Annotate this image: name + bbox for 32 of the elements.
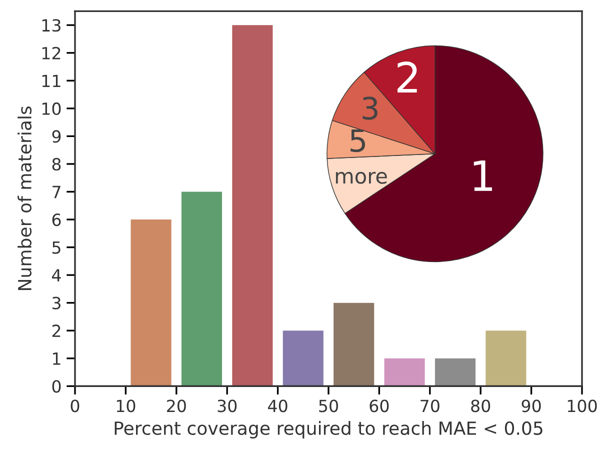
x-tick-label: 0 xyxy=(70,400,80,412)
y-tick-label: 10 xyxy=(42,102,61,115)
y-tick-label: 8 xyxy=(52,158,61,171)
y-tick-label: 7 xyxy=(52,186,60,198)
x-tick-label: 60 xyxy=(370,400,389,412)
y-tick-label: 13 xyxy=(42,19,60,32)
y-tick-label: 1 xyxy=(53,352,60,365)
y-tick-label: 0 xyxy=(52,380,61,393)
y-tick-label: 11 xyxy=(42,74,60,87)
y-axis-title: Number of materials xyxy=(18,106,32,290)
slice-label: 1 xyxy=(474,160,492,191)
x-tick-label: 50 xyxy=(319,400,338,412)
y-tick-label: 9 xyxy=(52,130,61,143)
x-tick-label: 80 xyxy=(471,400,490,412)
y-tick-label: 6 xyxy=(52,213,61,226)
x-tick-label: 90 xyxy=(522,400,541,412)
slice-label: more xyxy=(336,172,387,184)
x-tick-label: 100 xyxy=(568,400,597,412)
x-axis-title: Percent coverage required to reach MAE < 0.05 xyxy=(114,421,542,438)
y-tick-label: 12 xyxy=(42,46,60,60)
y-tick-label: 3 xyxy=(52,296,60,310)
slice-label: 3 xyxy=(362,96,378,120)
x-tick-label: 10 xyxy=(116,400,136,412)
y-tick-label: 5 xyxy=(52,241,60,254)
x-tick-label: 20 xyxy=(167,400,186,412)
x-tick-label: 40 xyxy=(268,400,288,412)
slice-label: 5 xyxy=(350,129,365,152)
x-tick-label: 70 xyxy=(420,400,440,412)
x-tick-label: 30 xyxy=(218,400,237,412)
y-tick-label: 2 xyxy=(52,324,60,337)
slice-label: 2 xyxy=(398,62,417,92)
y-tick-label: 4 xyxy=(52,269,61,282)
